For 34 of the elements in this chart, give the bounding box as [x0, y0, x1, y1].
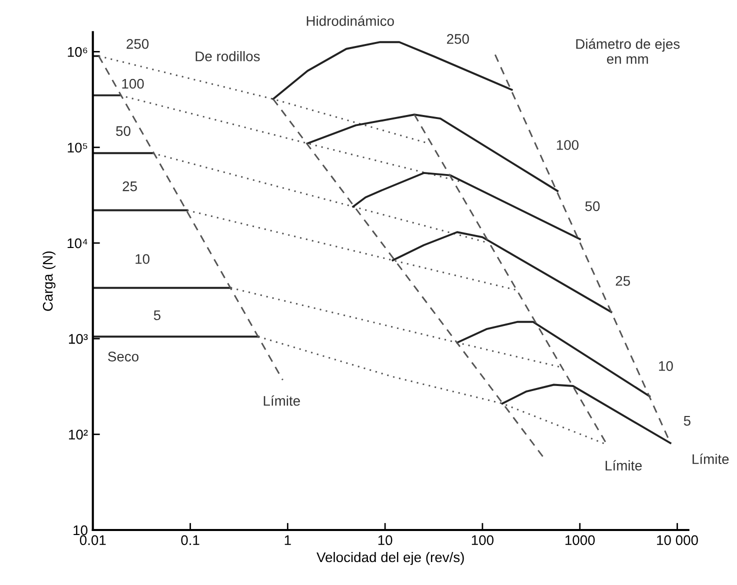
- annotation: Límite: [606, 460, 642, 471]
- annotation: 10: [136, 254, 150, 264]
- annotation: 10: [659, 361, 673, 371]
- annotation: 25: [616, 276, 630, 286]
- x-tick-label: 10: [378, 535, 392, 546]
- y-tick-label: 10: [74, 525, 88, 536]
- x-axis-title: Velocidad del eje (rev/s): [316, 552, 464, 565]
- annotation: 5: [154, 310, 160, 320]
- annotation: Diámetro de ejes en mm: [576, 38, 680, 64]
- annotation: 250: [447, 34, 469, 44]
- x-tick-label: 1000: [565, 535, 595, 546]
- annotation: 100: [556, 140, 579, 150]
- annotation: 250: [126, 39, 149, 49]
- annotation: De rodillos: [196, 51, 260, 62]
- x-tick-label: 1: [284, 535, 291, 545]
- x-tick-label: 0.1: [181, 535, 200, 546]
- y-tick-label: 10⁶: [68, 47, 88, 57]
- annotation: 100: [122, 78, 144, 89]
- y-tick-label: 10⁴: [68, 238, 88, 248]
- x-tick-label: 10 000: [657, 535, 698, 546]
- annotation: 5: [684, 416, 690, 426]
- x-tick-label: 0.01: [80, 535, 106, 546]
- y-tick-label: 10²: [68, 430, 88, 440]
- text: Hidrodinámico: [306, 16, 394, 26]
- annotation: Seco: [108, 352, 138, 362]
- annotation: 25: [122, 181, 137, 192]
- x-tick-label: 100: [472, 535, 494, 546]
- annotation: Límite: [264, 395, 300, 406]
- y-tick-label: 10⁵: [68, 142, 88, 153]
- y-tick-label: 10³: [68, 334, 88, 344]
- annotation: 50: [116, 126, 130, 136]
- y-axis-title: Carga (N): [42, 251, 56, 311]
- annotation: 50: [585, 201, 600, 212]
- text: Límite: [692, 454, 729, 464]
